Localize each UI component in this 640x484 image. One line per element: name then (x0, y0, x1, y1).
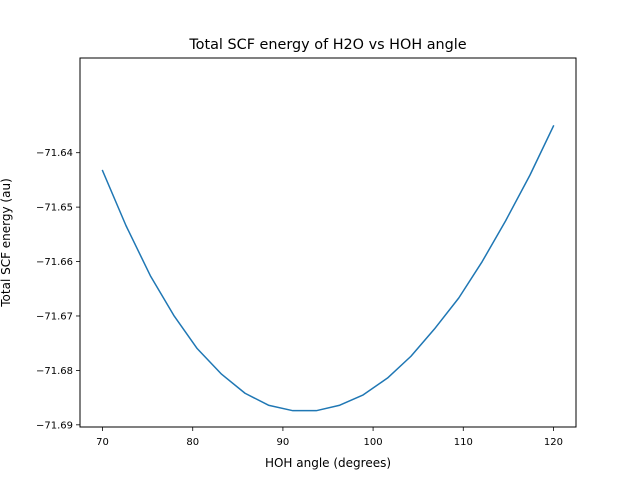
plot-area (101, 125, 555, 412)
axes-frame (79, 57, 577, 428)
y-tick-label: −71.67 (36, 311, 73, 322)
y-tick-label: −71.66 (36, 257, 73, 268)
y-tick-label: −71.68 (36, 366, 73, 377)
x-tick-label: 70 (96, 437, 109, 448)
x-tick-label: 120 (544, 437, 563, 448)
x-tick-label: 110 (454, 437, 473, 448)
x-axis: 70 80 90 100 110 120 (96, 427, 563, 448)
series-line-0 (101, 125, 555, 412)
x-tick-label: 80 (186, 437, 199, 448)
y-tick-label: −71.69 (36, 420, 73, 431)
y-tick-label: −71.65 (36, 203, 73, 214)
chart-title: Total SCF energy of H2O vs HOH angle (188, 37, 466, 53)
x-tick-label: 100 (364, 437, 383, 448)
y-axis: −71.64 −71.65 −71.66 −71.67 −71.68 −71.69 (36, 148, 80, 431)
x-axis-label: HOH angle (degrees) (265, 456, 391, 470)
x-tick-label: 90 (277, 437, 290, 448)
y-axis-label: Total SCF energy (au) (0, 178, 13, 308)
y-tick-label: −71.64 (36, 148, 73, 159)
